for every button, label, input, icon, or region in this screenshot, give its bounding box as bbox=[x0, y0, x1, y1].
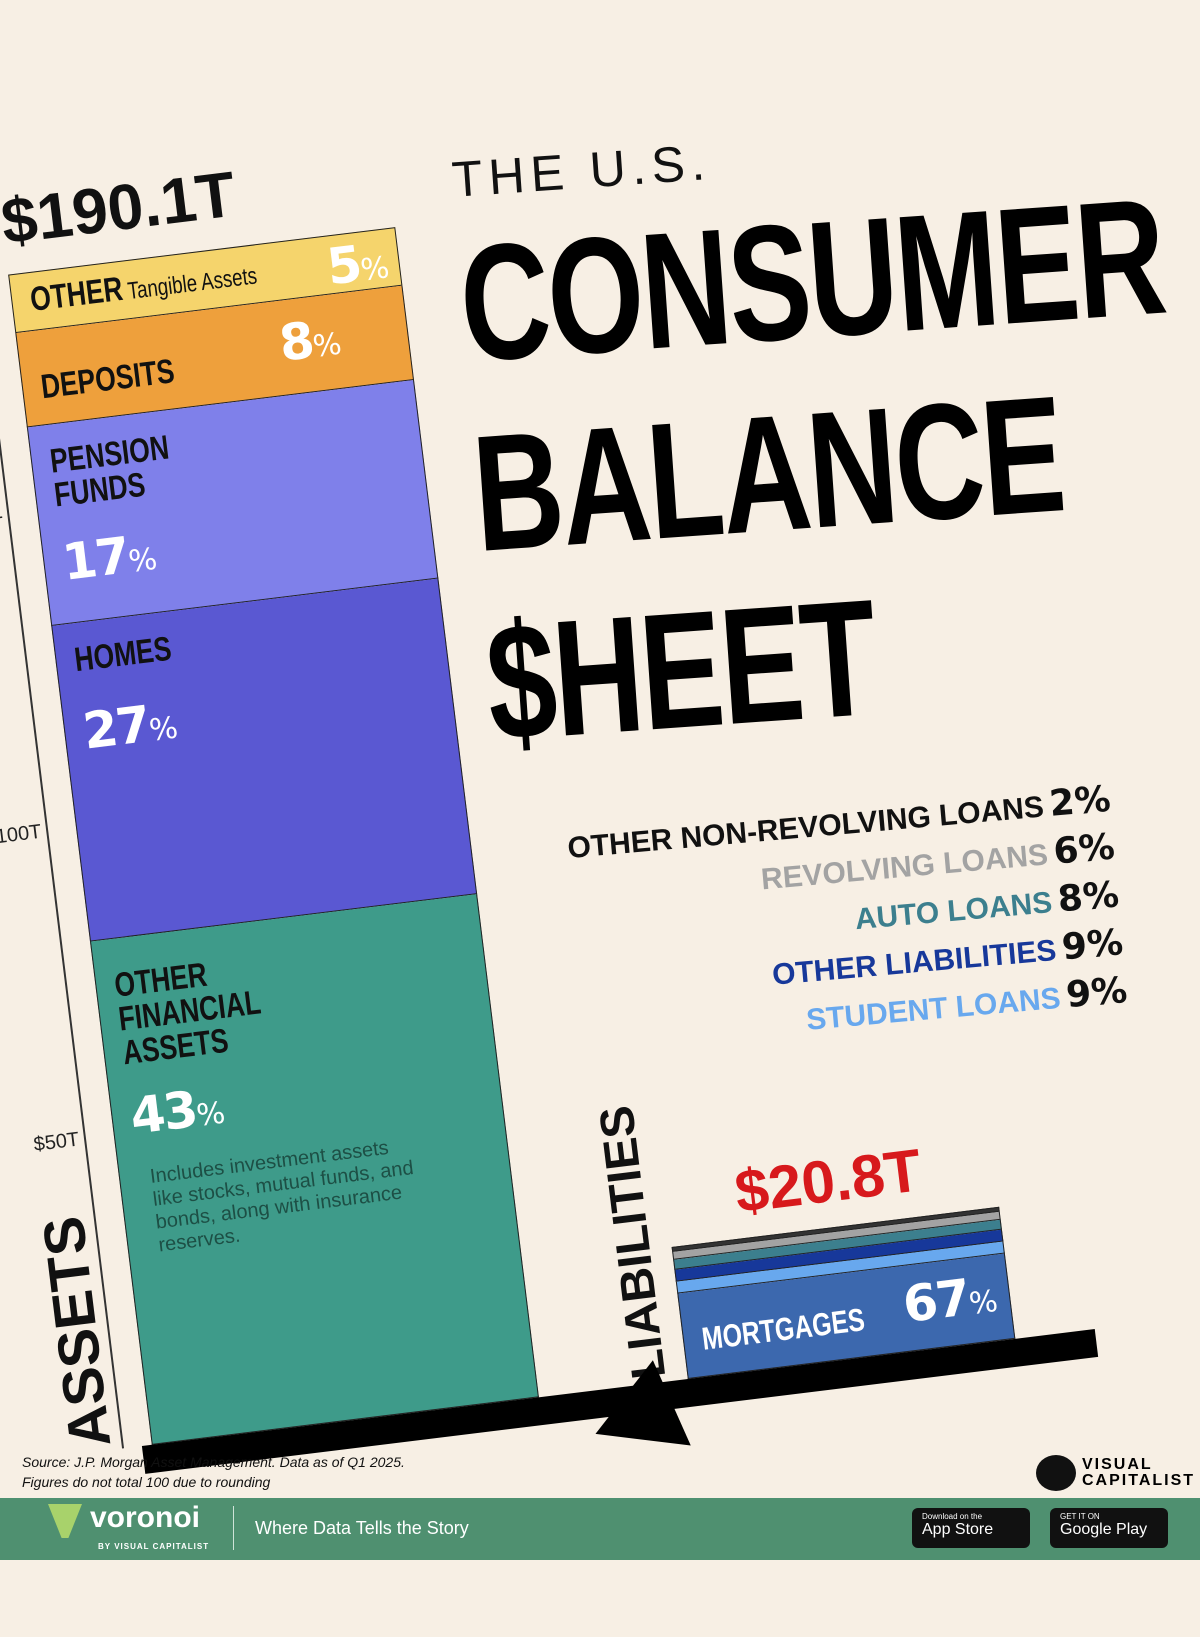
asset-segment-other-financial-assets: OTHER FINANCIAL ASSETS 43% Includes invest… bbox=[90, 894, 539, 1445]
asset-segment-percent: 17% bbox=[59, 525, 158, 592]
source-text: Source: J.P. Morgan Asset Management. Da… bbox=[22, 1454, 405, 1470]
asset-segment-percent: 27% bbox=[79, 695, 178, 761]
y-tick-label: $50T bbox=[32, 1128, 81, 1156]
asset-segment-percent: 8% bbox=[276, 311, 342, 374]
asset-segment-label: HOMES bbox=[72, 629, 174, 680]
asset-segment-sublabel: Tangible Assets bbox=[121, 262, 259, 307]
app-store-badge[interactable]: Download on the App Store bbox=[912, 1508, 1030, 1548]
visual-capitalist-logo: VISUAL CAPITALIST bbox=[1036, 1455, 1196, 1491]
liability-legend-percent: 9% bbox=[1060, 922, 1125, 969]
asset-segment-percent: 5% bbox=[323, 235, 390, 297]
footer-bar: voronoi BY VISUAL CAPITALIST Where Data … bbox=[0, 1498, 1200, 1560]
liabilities-legend: OTHER NON-REVOLVING LOANS2% REVOLVING LOA… bbox=[566, 777, 1130, 1064]
voronoi-byline: BY VISUAL CAPITALIST bbox=[98, 1542, 210, 1551]
rounding-note: Figures do not total 100 due to rounding bbox=[22, 1474, 271, 1490]
asset-segment-note: Includes investment assets like stocks, … bbox=[148, 1137, 415, 1257]
app-store-small: Download on the bbox=[922, 1512, 983, 1521]
google-play-small: GET IT ON bbox=[1060, 1512, 1100, 1521]
app-store-label: App Store bbox=[922, 1521, 994, 1538]
liabilities-total: $20.8T bbox=[731, 1136, 925, 1226]
asset-segment-homes: HOMES 27% bbox=[51, 578, 478, 942]
assets-label: ASSETS bbox=[30, 1212, 124, 1452]
google-play-label: Google Play bbox=[1060, 1521, 1148, 1538]
liability-legend-percent: 6% bbox=[1051, 826, 1117, 873]
google-play-badge[interactable]: GET IT ON Google Play bbox=[1050, 1508, 1168, 1548]
vc-logo-icon bbox=[1036, 1455, 1076, 1491]
asset-segment-label: PENSION FUNDS bbox=[47, 428, 172, 515]
mortgages-label: MORTGAGES bbox=[699, 1300, 867, 1357]
y-tick-label: $100T bbox=[0, 820, 43, 850]
liability-legend-percent: 8% bbox=[1056, 874, 1121, 921]
asset-segment-label: DEPOSITS bbox=[38, 352, 177, 407]
source-note: Source: J.P. Morgan Asset Management. Da… bbox=[22, 1452, 405, 1492]
scale-fulcrum bbox=[595, 1354, 701, 1446]
voronoi-logo[interactable]: voronoi bbox=[90, 1501, 200, 1534]
mortgages-percent: 67% bbox=[899, 1268, 998, 1334]
footer-divider bbox=[233, 1506, 234, 1550]
liability-legend-percent: 2% bbox=[1047, 778, 1113, 825]
asset-segment-percent: 43% bbox=[127, 1080, 226, 1146]
assets-total: $190.1T bbox=[0, 158, 240, 259]
tagline: Where Data Tells the Story bbox=[255, 1518, 469, 1538]
liabilities-label: LIABILITIES bbox=[590, 1102, 677, 1382]
liability-legend-percent: 9% bbox=[1064, 969, 1129, 1017]
asset-segment-label: OTHER FINANCIAL ASSETS bbox=[112, 955, 263, 1073]
vc-logo-text: VISUAL CAPITALIST bbox=[1082, 1456, 1196, 1489]
y-tick-label: $150T bbox=[0, 513, 5, 542]
voronoi-logo-icon bbox=[48, 1504, 82, 1538]
